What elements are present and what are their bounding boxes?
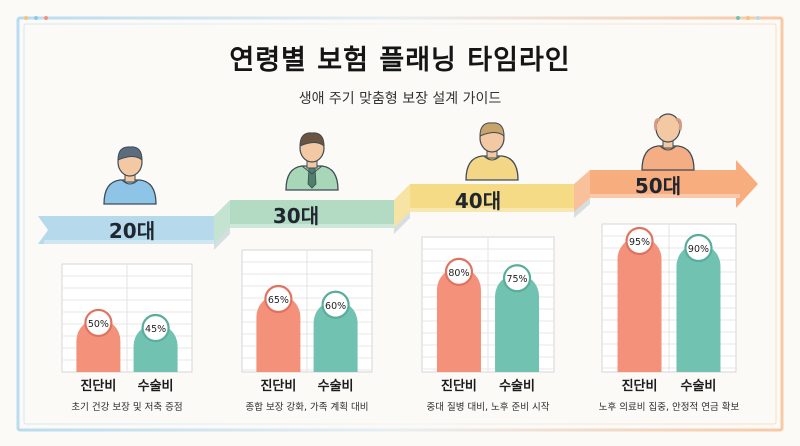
ribbon-fold-shadow xyxy=(394,212,410,234)
value-badge xyxy=(321,290,350,319)
value-badge xyxy=(84,308,113,338)
ribbon-highlight xyxy=(590,194,740,198)
diagnosis-bar-1 xyxy=(76,318,121,372)
office-worker-icon xyxy=(285,132,339,191)
bar-panel-3: 80% 75% xyxy=(421,236,555,373)
young-person-icon xyxy=(103,146,157,205)
ribbon-fold-shadow xyxy=(574,198,590,218)
bar-panel-1: 50% 45% xyxy=(61,263,193,373)
panel-caption-3: 중대 질병 대비, 노후 준비 시작 xyxy=(426,402,550,413)
diagnosis-bar-3 xyxy=(436,267,481,372)
panel-caption-4: 노후 의료비 집중, 안정적 연금 확보 xyxy=(598,402,740,413)
value-label: 80% xyxy=(448,268,469,279)
value-label: 95% xyxy=(629,237,650,248)
page-frame xyxy=(16,16,784,432)
bar-category-label: 수술비 xyxy=(499,379,535,394)
ribbon-band-1 xyxy=(38,216,214,244)
middle-aged-person-icon xyxy=(465,122,519,181)
value-label: 75% xyxy=(506,274,527,285)
diagnosis-bar-2 xyxy=(256,294,301,372)
value-badge xyxy=(141,313,170,343)
bar-category-label: 수술비 xyxy=(680,379,717,394)
surgery-bar-2 xyxy=(313,300,358,372)
bar-panel-4: 95% 90% xyxy=(601,223,737,373)
decorative-dots-top-left xyxy=(24,16,48,20)
ribbon-band-3 xyxy=(410,184,574,212)
value-badge xyxy=(444,257,474,286)
value-label: 90% xyxy=(688,244,709,255)
value-label: 60% xyxy=(325,301,346,312)
diagnosis-bar-4 xyxy=(617,237,662,372)
ribbon-arrow xyxy=(590,160,758,208)
surgery-bar-4 xyxy=(676,244,721,372)
bar-category-label: 수술비 xyxy=(317,379,354,394)
age-label-1: 20대 xyxy=(108,219,156,243)
panel-caption-2: 종합 보장 강화, 가족 계획 대비 xyxy=(245,402,369,413)
value-label: 65% xyxy=(268,295,289,306)
timeline-ribbon xyxy=(38,160,758,250)
value-label: 50% xyxy=(88,319,109,330)
bar-category-label: 진단비 xyxy=(260,379,297,394)
bar-category-label: 수술비 xyxy=(137,379,174,394)
age-label-3: 40대 xyxy=(454,189,502,213)
panel-caption-1: 초기 건강 보장 및 저축 증점 xyxy=(71,402,183,413)
value-badge xyxy=(625,226,654,256)
ribbon-fold-shadow xyxy=(214,228,230,250)
decorative-dots-top-right xyxy=(736,16,760,20)
ribbon-fold xyxy=(394,184,410,228)
senior-person-icon xyxy=(641,113,695,171)
age-label-4: 50대 xyxy=(634,174,682,198)
age-label-2: 30대 xyxy=(272,204,320,228)
bar-category-label: 진단비 xyxy=(80,379,117,394)
value-badge xyxy=(502,264,532,293)
ribbon-highlight xyxy=(410,208,574,212)
bar-panel-2: 65% 60% xyxy=(241,249,373,373)
page-subtitle: 생애 주기 맞춤형 보장 설계 가이드 xyxy=(298,91,502,107)
ribbon-highlight xyxy=(44,240,214,244)
surgery-bar-3 xyxy=(495,274,540,372)
ribbon-fold xyxy=(574,170,590,212)
ribbon-band-2 xyxy=(230,200,394,228)
page-title: 연령별 보험 플래닝 타임라인 xyxy=(229,45,571,76)
ribbon-highlight xyxy=(230,224,394,228)
bar-category-label: 진단비 xyxy=(621,379,658,394)
bar-category-label: 진단비 xyxy=(441,379,477,394)
ribbon-fold xyxy=(214,200,230,244)
value-label: 45% xyxy=(145,324,166,335)
value-badge xyxy=(264,284,293,314)
value-badge xyxy=(684,233,713,263)
